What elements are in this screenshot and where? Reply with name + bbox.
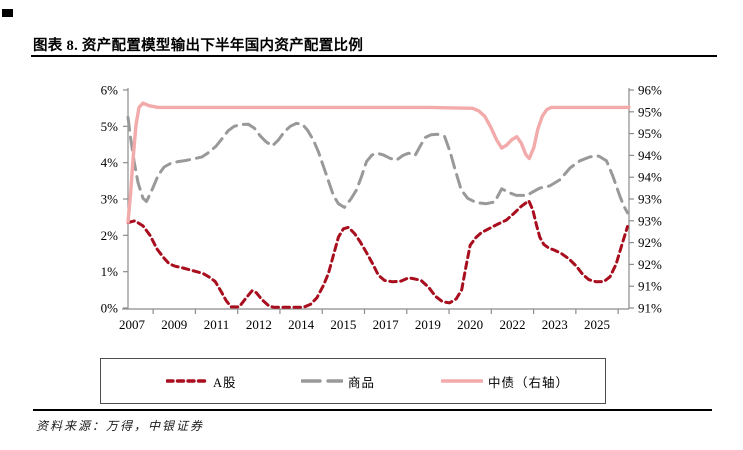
source-divider	[33, 409, 712, 411]
title-divider	[31, 55, 717, 57]
page-corner-mark	[2, 9, 13, 17]
left-axis-label: 1%	[101, 264, 119, 279]
legend-box: A股 商品 中债（右轴）	[100, 358, 606, 404]
x-axis-label: 2011	[204, 317, 230, 332]
x-axis-label: 2020	[457, 317, 483, 332]
series-line-a-share	[126, 199, 629, 309]
right-axis-label: 93%	[638, 192, 662, 207]
right-axis-label: 95%	[638, 126, 662, 141]
x-axis-label: 2009	[161, 317, 187, 332]
right-axis-label: 91%	[638, 301, 662, 316]
x-axis-label: 2014	[288, 317, 315, 332]
x-axis-label: 2023	[542, 317, 568, 332]
x-axis-label: 2017	[373, 317, 400, 332]
right-axis-label: 94%	[638, 148, 662, 163]
legend-item-commodity: 商品	[301, 359, 375, 403]
left-axis-label: 2%	[101, 228, 119, 243]
legend-label: A股	[213, 375, 237, 390]
right-axis-label: 95%	[638, 104, 662, 119]
x-axis-label: 2019	[415, 317, 441, 332]
right-axis-label: 91%	[638, 279, 662, 294]
source-note: 资料来源：万得，中银证券	[36, 419, 205, 433]
right-axis-label: 93%	[638, 213, 662, 228]
legend-item-bond: 中债（右轴）	[441, 359, 569, 403]
chart-title: 图表 8. 资产配置模型输出下半年国内资产配置比例	[33, 38, 364, 54]
right-axis-label: 96%	[638, 83, 662, 98]
line-chart: 6% 5% 4% 3% 2% 1% 0% 96% 95% 95% 94% 94% 93% 93% 92% 92…	[101, 83, 662, 333]
legend-item-a-share: A股	[166, 359, 237, 403]
x-axis-label: 2007	[119, 317, 146, 332]
right-axis-label: 92%	[638, 235, 662, 250]
right-axis-label: 92%	[638, 257, 662, 272]
x-axis-label: 2012	[246, 317, 272, 332]
series-line-commodity	[126, 115, 629, 215]
left-axis-label: 6%	[101, 83, 119, 98]
right-axis-label: 94%	[638, 170, 662, 185]
left-axis-label: 5%	[101, 119, 119, 134]
left-axis-label: 4%	[101, 155, 119, 170]
legend-marker	[166, 379, 208, 383]
x-axis-label: 2025	[584, 317, 610, 332]
series-line-bond	[126, 101, 631, 224]
left-axis-label: 0%	[101, 301, 119, 316]
legend-label: 中债（右轴）	[488, 375, 570, 390]
legend-marker	[301, 379, 343, 383]
x-axis-label: 2015	[330, 317, 356, 332]
legend-marker	[441, 379, 483, 383]
left-axis-label: 3%	[101, 192, 119, 207]
x-axis-label: 2022	[499, 317, 525, 332]
legend-label: 商品	[348, 375, 376, 390]
